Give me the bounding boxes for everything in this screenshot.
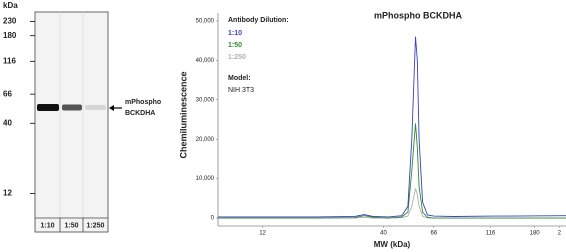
y-tick-label: 20,000 xyxy=(196,137,215,143)
model-label: Model: xyxy=(228,75,251,82)
x-tick-label: 2 xyxy=(558,231,562,237)
blot-unit: kDa xyxy=(3,1,18,10)
x-tick-label: 66 xyxy=(430,231,437,237)
series-line xyxy=(218,189,566,219)
band-label: BCKDHA xyxy=(125,110,155,117)
y-tick-label: 10,000 xyxy=(196,176,215,182)
y-tick-label: 0 xyxy=(211,216,215,222)
legend-title: Antibody Dilution: xyxy=(228,17,289,24)
marker-label: 230 xyxy=(3,17,17,26)
band-arrow-head xyxy=(109,105,114,111)
marker-label: 40 xyxy=(3,118,12,127)
y-tick-label: 50,000 xyxy=(196,18,215,24)
figure: kDa mPhospho BCKDHA mPhospho BCKDHA Chem… xyxy=(0,0,566,252)
marker-label: 180 xyxy=(3,31,17,40)
series-line xyxy=(218,123,566,218)
blot-frame xyxy=(35,12,108,232)
x-tick-label: 116 xyxy=(486,231,496,237)
model: NIH 3T3 xyxy=(228,87,254,94)
x-tick-label: 180 xyxy=(530,231,541,237)
band xyxy=(85,105,106,110)
y-axis-label: Chemiluminescence xyxy=(178,71,188,158)
band xyxy=(37,104,59,111)
marker-label: 12 xyxy=(3,188,12,197)
legend-entry: 1:10 xyxy=(228,30,242,37)
series-line xyxy=(218,37,566,217)
band-label: mPhospho xyxy=(125,99,161,106)
legend-entry: 1:250 xyxy=(228,54,246,61)
band xyxy=(62,105,82,111)
x-tick-label: 12 xyxy=(259,231,266,237)
x-tick-label: 40 xyxy=(380,231,387,237)
marker-label: 116 xyxy=(3,56,16,65)
lane-label: 1:250 xyxy=(87,222,105,229)
marker-label: 66 xyxy=(3,89,12,98)
chart-title: mPhospho BCKDHA xyxy=(374,10,462,20)
lane-label: 1:50 xyxy=(64,222,78,229)
x-axis-label: MW (kDa) xyxy=(374,240,411,249)
y-tick-label: 40,000 xyxy=(196,58,215,64)
y-tick-label: 30,000 xyxy=(196,97,215,103)
legend-entry: 1:50 xyxy=(228,42,242,49)
lane-label: 1:10 xyxy=(40,222,54,229)
